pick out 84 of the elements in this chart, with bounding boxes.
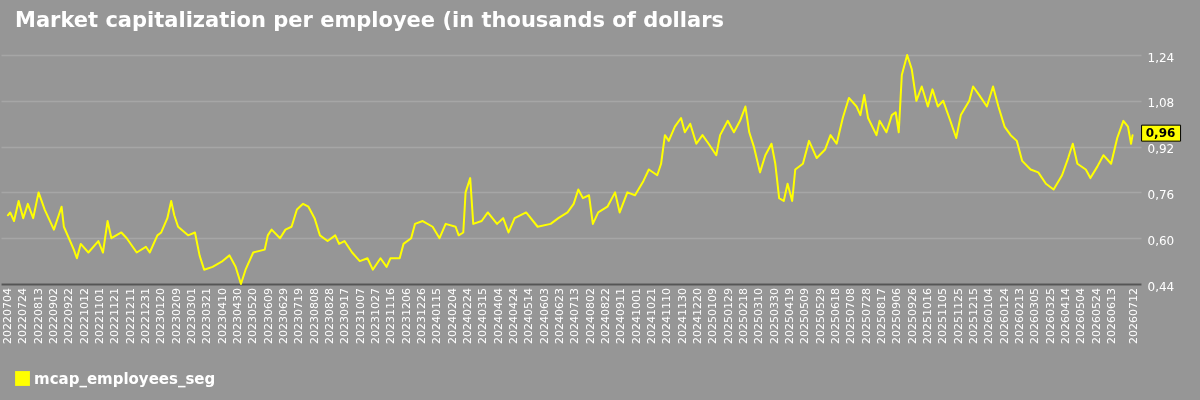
x-tick-label: 20250708 xyxy=(844,288,858,344)
x-tick-label: 20230609 xyxy=(261,288,275,344)
x-tick-label: 20260524 xyxy=(1089,288,1103,344)
x-tick-label: 20230410 xyxy=(215,288,229,344)
x-tick-label: 20260325 xyxy=(1043,288,1057,344)
x-tick-label: 20260104 xyxy=(982,288,996,344)
x-tick-label: 20250109 xyxy=(706,288,720,344)
x-tick-label: 20231116 xyxy=(384,288,398,344)
x-tick-label: 20230321 xyxy=(200,288,214,344)
x-tick-label: 20260504 xyxy=(1074,288,1088,344)
x-tick-label: 20220902 xyxy=(46,288,60,344)
x-tick-label: 20240404 xyxy=(491,288,505,344)
x-tick-label: 20240204 xyxy=(445,288,459,344)
x-tick-label: 20221012 xyxy=(77,288,91,344)
y-tick-label: 0,44 xyxy=(1147,279,1175,294)
x-tick-label: 20251125 xyxy=(951,288,965,344)
x-tick-label: 20250906 xyxy=(890,288,904,344)
x-tick-label: 20240802 xyxy=(583,288,597,344)
y-tick-label: 1,24 xyxy=(1147,50,1175,65)
x-tick-label: 20221211 xyxy=(123,288,137,344)
y-tick-label: 0,92 xyxy=(1147,142,1175,157)
x-tick-label: 20230520 xyxy=(246,288,260,344)
x-tick-label: 20230629 xyxy=(276,288,290,344)
x-tick-label: 20230430 xyxy=(230,288,244,344)
x-tick-label: 20221101 xyxy=(92,288,106,344)
x-tick-label: 20231206 xyxy=(399,288,413,344)
x-tick-label: 20240115 xyxy=(430,288,444,344)
y-tick-label: 0,76 xyxy=(1147,187,1175,202)
x-tick-label: 20230917 xyxy=(338,288,352,344)
x-tick-label: 20260613 xyxy=(1104,288,1118,344)
x-tick-label: 20251016 xyxy=(920,288,934,344)
x-tick-label: 20250926 xyxy=(905,288,919,344)
x-tick-label: 20231027 xyxy=(368,288,382,344)
x-tick-label: 20250330 xyxy=(767,288,781,344)
x-tick-label: 20241130 xyxy=(675,288,689,344)
x-tick-label: 20250218 xyxy=(736,288,750,344)
x-tick-label: 20250529 xyxy=(813,288,827,344)
x-tick-label: 20221231 xyxy=(138,288,152,344)
annotation: 0,96 xyxy=(1145,126,1176,141)
x-tick-label: 20250618 xyxy=(828,288,842,344)
x-tick-label: 20250310 xyxy=(752,288,766,344)
line-series xyxy=(6,54,1134,285)
x-tick-label: 20240315 xyxy=(476,288,490,344)
x-tick-label: 20250728 xyxy=(859,288,873,344)
x-tick-label: 20241001 xyxy=(629,288,643,344)
x-tick-label: 20230301 xyxy=(184,288,198,344)
x-tick-label: 20260712 xyxy=(1127,288,1141,344)
x-tick-label: 20220813 xyxy=(31,288,45,344)
x-tick-label: 20221121 xyxy=(108,288,122,344)
x-tick-label: 20260124 xyxy=(997,288,1011,344)
x-tick-label: 20241110 xyxy=(660,288,674,344)
x-tick-label: 20230719 xyxy=(292,288,306,344)
x-tick-label: 20241220 xyxy=(690,288,704,344)
x-tick-label: 20231226 xyxy=(414,288,428,344)
x-tick-label: 20250509 xyxy=(798,288,812,344)
x-tick-label: 20240911 xyxy=(614,288,628,344)
y-tick-label: 1,08 xyxy=(1147,96,1175,111)
legend-label: mcap_employees_seg xyxy=(34,369,216,388)
x-tick-label: 20251215 xyxy=(966,288,980,344)
x-tick-label: 20250419 xyxy=(782,288,796,344)
chart-title: Market capitalization per employee (in thousands of dollars xyxy=(15,8,725,32)
x-tick-label: 20260305 xyxy=(1028,288,1042,344)
x-tick-label: 20260213 xyxy=(1012,288,1026,344)
x-tick-label: 20250817 xyxy=(874,288,888,344)
x-tick-label: 20240514 xyxy=(522,288,536,344)
x-tick-label: 20240623 xyxy=(552,288,566,344)
x-tick-label: 20260414 xyxy=(1058,288,1072,344)
x-tick-label: 20230828 xyxy=(322,288,336,344)
x-tick-label: 20251105 xyxy=(936,288,950,344)
x-tick-label: 20240822 xyxy=(598,288,612,344)
x-tick-label: 20230120 xyxy=(154,288,168,344)
x-tick-label: 20220724 xyxy=(16,288,30,344)
x-tick-label: 20231007 xyxy=(353,288,367,344)
x-tick-label: 20240224 xyxy=(460,288,474,344)
x-tick-label: 20241021 xyxy=(644,288,658,344)
x-tick-label: 20220922 xyxy=(62,288,76,344)
x-tick-label: 20240713 xyxy=(568,288,582,344)
y-tick-label: 0,60 xyxy=(1147,233,1175,248)
x-tick-label: 20230209 xyxy=(169,288,183,344)
x-tick-label: 20250129 xyxy=(721,288,735,344)
x-tick-label: 20240424 xyxy=(506,288,520,344)
x-tick-label: 20230808 xyxy=(307,288,321,344)
x-tick-label: 20240603 xyxy=(537,288,551,344)
x-tick-label: 20220704 xyxy=(0,288,14,344)
